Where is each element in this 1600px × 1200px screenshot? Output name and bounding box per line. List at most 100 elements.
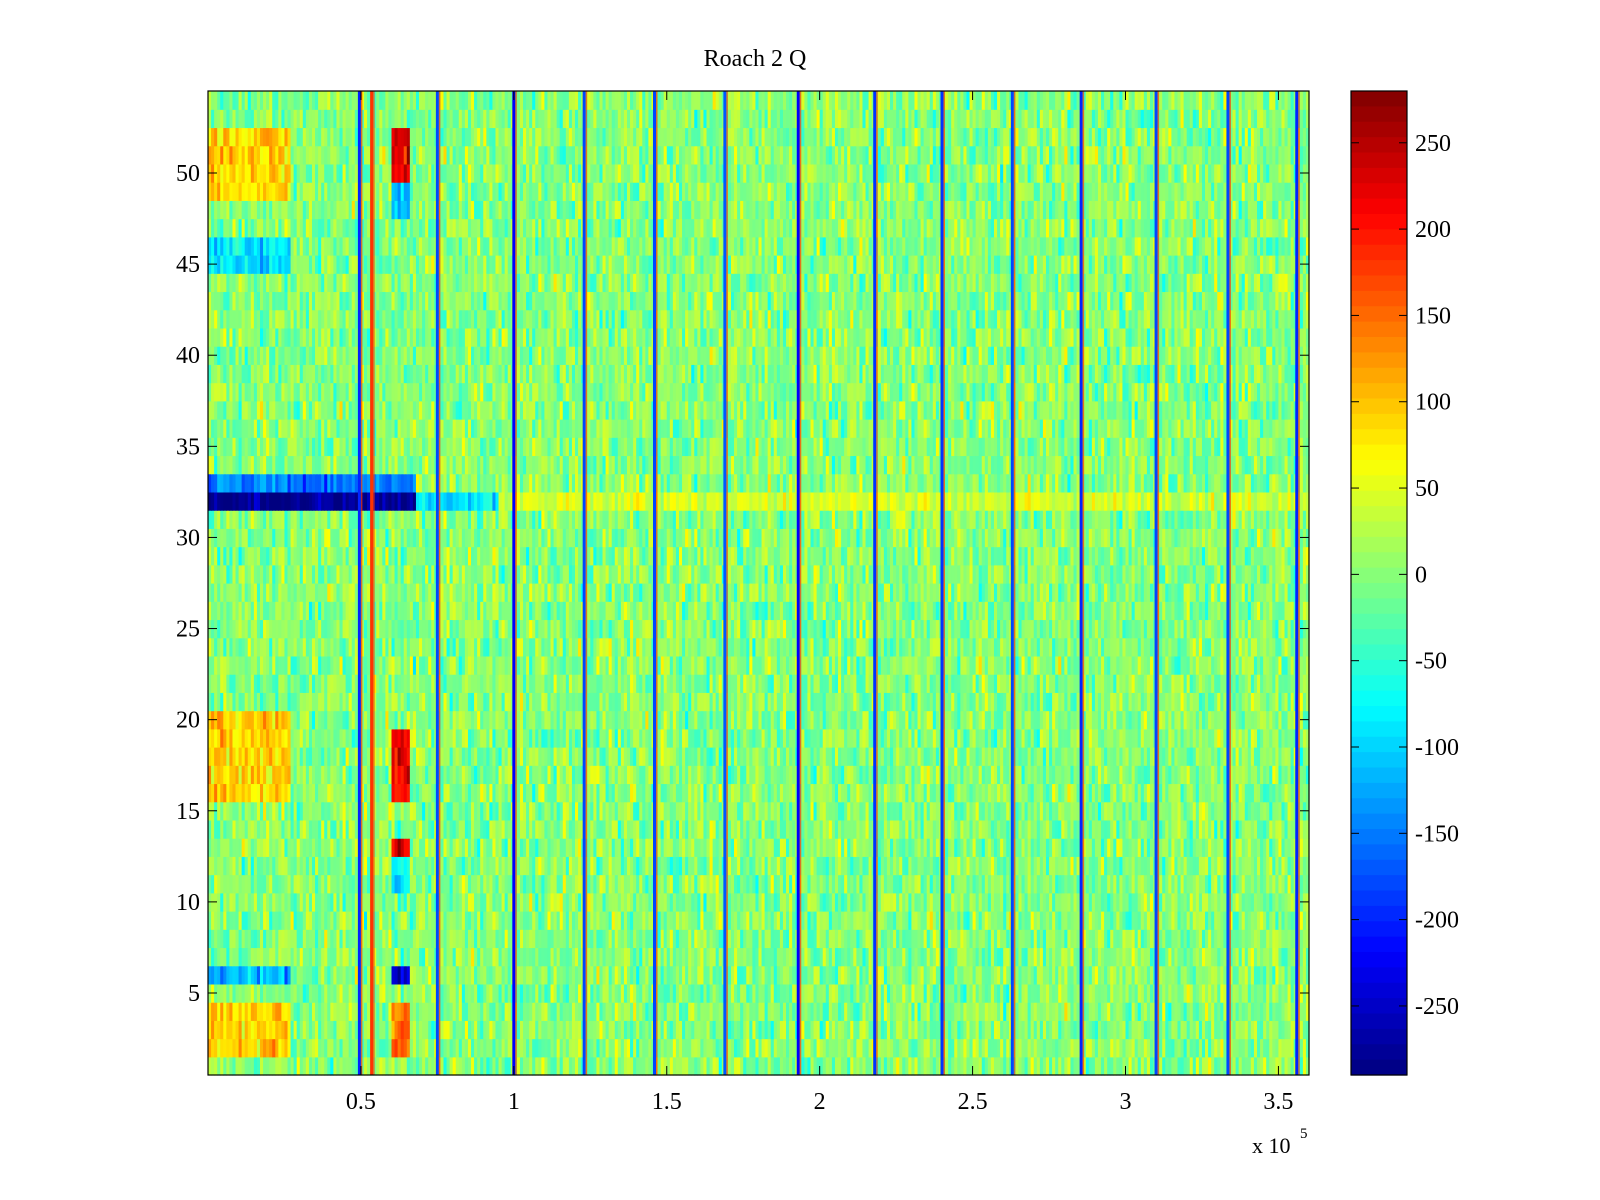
heatmap-cell xyxy=(342,1038,347,1058)
heatmap-cell xyxy=(819,1002,824,1021)
heatmap-cell xyxy=(290,965,295,985)
heatmap-cell xyxy=(342,1056,347,1076)
heatmap-cell xyxy=(660,1020,665,1040)
heatmap-cell xyxy=(1229,856,1234,876)
heatmap-cell xyxy=(1229,965,1234,985)
heatmap-cell xyxy=(1165,929,1169,949)
heatmap-cell xyxy=(880,892,885,912)
heatmap-cell xyxy=(431,856,435,876)
heatmap-cell xyxy=(1033,1002,1038,1021)
heatmap-cell xyxy=(1073,874,1078,894)
heatmap-cell xyxy=(1198,838,1203,857)
heatmap-cell xyxy=(419,892,423,912)
heatmap-cell xyxy=(415,892,420,912)
heatmap-cell xyxy=(761,856,766,876)
heatmap-cell xyxy=(691,892,695,912)
heatmap-cell xyxy=(571,874,576,894)
heatmap-cell xyxy=(914,856,919,876)
heatmap-cell xyxy=(706,874,711,894)
heatmap-cell xyxy=(250,1038,255,1058)
heatmap-cell xyxy=(287,947,292,967)
heatmap-cell xyxy=(440,929,445,949)
heatmap-cell xyxy=(810,838,815,857)
heatmap-cell xyxy=(290,1002,295,1021)
heatmap-cell xyxy=(911,911,916,930)
heatmap-cell xyxy=(1094,947,1099,967)
heatmap-cell xyxy=(1146,892,1151,912)
heatmap-cell xyxy=(342,911,347,930)
heatmap-cell xyxy=(330,892,334,912)
heatmap-cell xyxy=(1223,947,1228,967)
heatmap-cell xyxy=(663,892,668,912)
heatmap-cell xyxy=(1195,1002,1200,1021)
heatmap-cell xyxy=(1003,947,1007,967)
heatmap-cell xyxy=(1266,1020,1270,1040)
heatmap-cell xyxy=(1042,1020,1047,1040)
heatmap-cell xyxy=(1205,929,1209,949)
heatmap-cell xyxy=(841,856,845,876)
heatmap-cell xyxy=(935,1002,940,1021)
heatmap-cell xyxy=(1122,892,1127,912)
heatmap-cell xyxy=(461,838,466,857)
heatmap-cell xyxy=(379,1002,383,1021)
heatmap-cell xyxy=(253,874,258,894)
heatmap-cell xyxy=(1036,1020,1041,1040)
heatmap-cell xyxy=(1119,947,1124,967)
heatmap-cell xyxy=(259,911,264,930)
heatmap-cell xyxy=(945,856,949,876)
heatmap-cell xyxy=(782,838,787,857)
heatmap-cell xyxy=(1042,819,1047,839)
heatmap-cell xyxy=(862,874,867,894)
heatmap-cell xyxy=(847,965,851,985)
heatmap-cell xyxy=(948,856,952,876)
heatmap-cell xyxy=(620,1038,625,1058)
heatmap-cell xyxy=(385,911,390,930)
heatmap-cell xyxy=(877,911,882,930)
heatmap-cell xyxy=(208,819,212,839)
heatmap-cell xyxy=(1058,1002,1062,1021)
heatmap-cell xyxy=(957,1020,961,1040)
heatmap-cell xyxy=(648,874,653,894)
heatmap-cell xyxy=(483,947,487,967)
heatmap-cell xyxy=(1146,874,1151,894)
heatmap-cell xyxy=(1162,929,1166,949)
heatmap-cell xyxy=(1045,856,1050,876)
heatmap-cell xyxy=(336,929,341,949)
heatmap-cell xyxy=(250,892,255,912)
heatmap-cell xyxy=(1088,1056,1093,1076)
heatmap-cell xyxy=(850,874,854,894)
heatmap-cell xyxy=(571,983,576,1003)
heatmap-cell xyxy=(535,1002,539,1021)
heatmap-cell xyxy=(1024,819,1029,839)
heatmap-cell xyxy=(226,892,231,912)
heatmap-cell xyxy=(376,892,380,912)
heatmap-cell xyxy=(275,856,279,876)
heatmap-cell xyxy=(382,1020,386,1040)
heatmap-cell xyxy=(926,911,931,930)
heatmap-cell xyxy=(853,1002,857,1021)
heatmap-cell xyxy=(1042,1002,1047,1021)
heatmap-cell xyxy=(669,947,674,967)
heatmap-cell xyxy=(308,819,313,839)
heatmap-cell xyxy=(471,819,475,839)
heatmap-cell xyxy=(241,1038,246,1058)
heatmap-cell xyxy=(666,983,671,1003)
heatmap-cell xyxy=(302,1020,307,1040)
heatmap-cell xyxy=(263,819,267,839)
heatmap-cell xyxy=(568,838,573,857)
heatmap-cell xyxy=(440,838,445,857)
heatmap-cell xyxy=(1003,856,1007,876)
heatmap-cell xyxy=(1162,1056,1166,1076)
heatmap-cell xyxy=(782,856,787,876)
heatmap-cell xyxy=(1070,856,1075,876)
heatmap-cell xyxy=(752,929,757,949)
heatmap-cell xyxy=(400,1020,405,1040)
heatmap-cell xyxy=(449,1056,454,1076)
heatmap-cell xyxy=(770,819,775,839)
heatmap-cell xyxy=(626,983,631,1003)
heatmap-cell xyxy=(1061,892,1065,912)
heatmap-cell xyxy=(461,929,466,949)
heatmap-cell xyxy=(966,838,971,857)
heatmap-cell xyxy=(1269,856,1273,876)
heatmap-cell xyxy=(611,1002,616,1021)
